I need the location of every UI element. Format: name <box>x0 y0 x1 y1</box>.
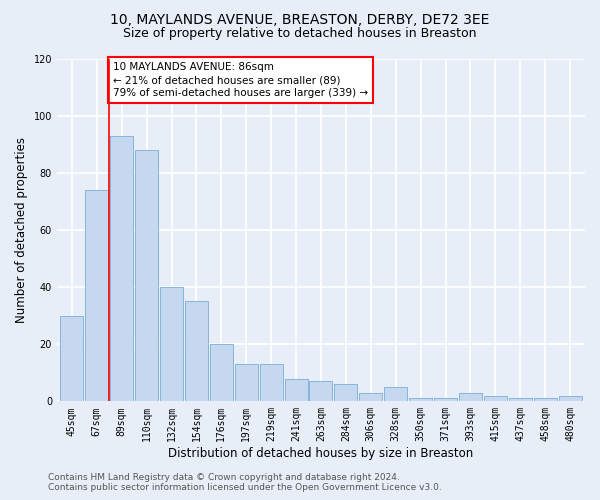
Text: 10 MAYLANDS AVENUE: 86sqm
← 21% of detached houses are smaller (89)
79% of semi-: 10 MAYLANDS AVENUE: 86sqm ← 21% of detac… <box>113 62 368 98</box>
Bar <box>185 302 208 402</box>
Bar <box>434 398 457 402</box>
Bar <box>559 396 581 402</box>
Bar <box>484 396 507 402</box>
Bar <box>284 378 308 402</box>
Y-axis label: Number of detached properties: Number of detached properties <box>15 137 28 323</box>
Bar <box>409 398 432 402</box>
Text: Contains HM Land Registry data © Crown copyright and database right 2024.
Contai: Contains HM Land Registry data © Crown c… <box>48 473 442 492</box>
Bar <box>260 364 283 402</box>
Bar <box>210 344 233 402</box>
Bar <box>359 393 382 402</box>
Bar <box>310 382 332 402</box>
Bar <box>135 150 158 402</box>
Bar <box>384 387 407 402</box>
Bar <box>160 287 183 402</box>
Text: 10, MAYLANDS AVENUE, BREASTON, DERBY, DE72 3EE: 10, MAYLANDS AVENUE, BREASTON, DERBY, DE… <box>110 12 490 26</box>
Bar <box>533 398 557 402</box>
Text: Size of property relative to detached houses in Breaston: Size of property relative to detached ho… <box>123 28 477 40</box>
Bar <box>235 364 257 402</box>
Bar <box>459 393 482 402</box>
Bar <box>85 190 108 402</box>
X-axis label: Distribution of detached houses by size in Breaston: Distribution of detached houses by size … <box>169 447 473 460</box>
Bar <box>509 398 532 402</box>
Bar <box>110 136 133 402</box>
Bar <box>334 384 358 402</box>
Bar <box>61 316 83 402</box>
